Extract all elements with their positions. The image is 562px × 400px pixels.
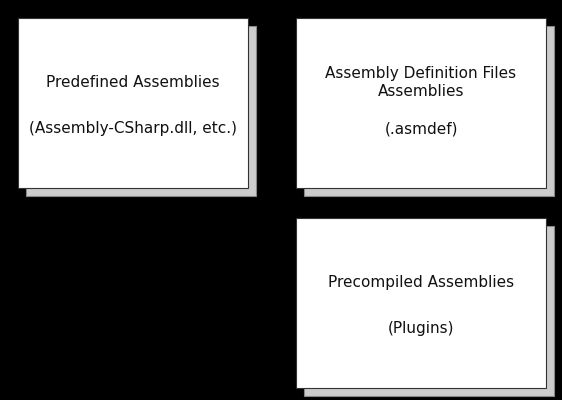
Bar (304, 26, 554, 196)
Bar (296, 218, 546, 388)
Text: Precompiled Assemblies: Precompiled Assemblies (328, 275, 514, 290)
Bar (296, 18, 546, 188)
Text: (Plugins): (Plugins) (388, 321, 454, 336)
Bar (18, 18, 248, 188)
Text: Assembly Definition Files
Assemblies: Assembly Definition Files Assemblies (325, 66, 516, 99)
Text: (.asmdef): (.asmdef) (384, 121, 458, 136)
Text: (Assembly-CSharp.dll, etc.): (Assembly-CSharp.dll, etc.) (29, 121, 237, 136)
Bar (26, 26, 256, 196)
Text: Predefined Assemblies: Predefined Assemblies (46, 75, 220, 90)
Bar (304, 226, 554, 396)
